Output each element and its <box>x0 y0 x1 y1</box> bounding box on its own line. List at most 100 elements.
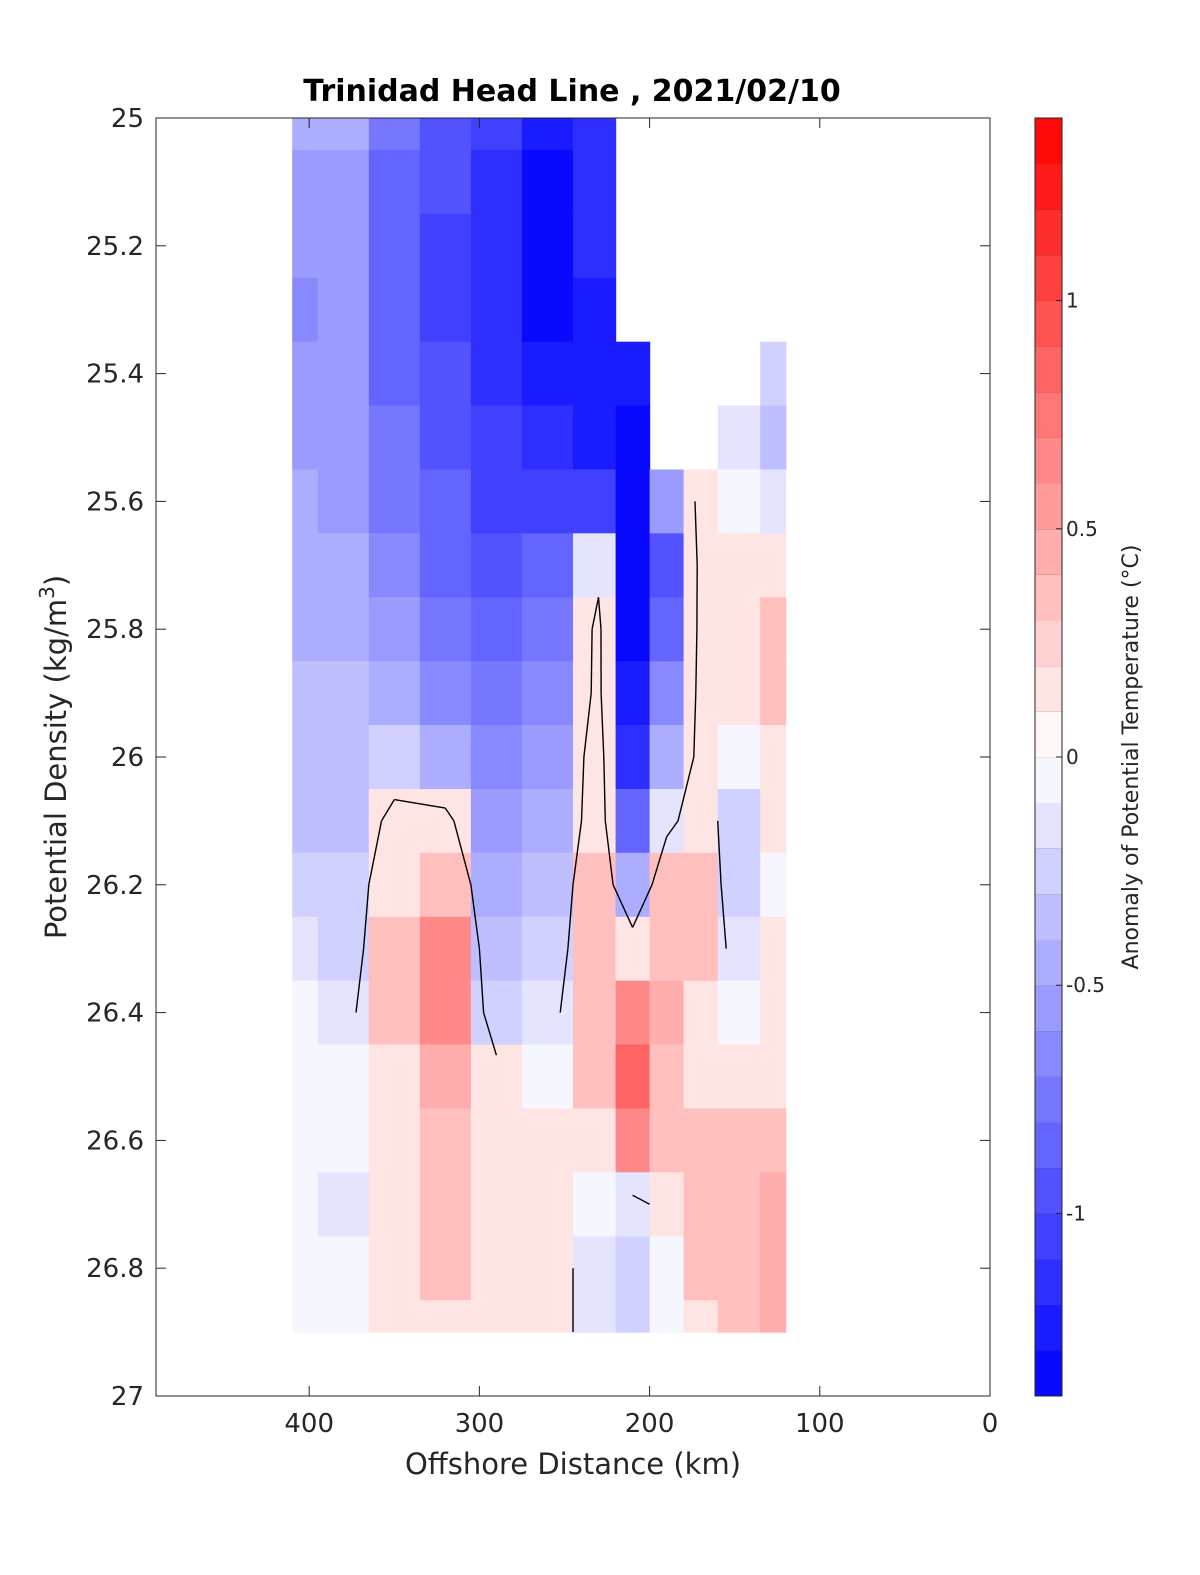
heatmap-cell <box>419 980 472 1046</box>
heatmap-cell <box>615 1044 651 1109</box>
x-tick-label: 100 <box>795 1409 845 1439</box>
heatmap-cell <box>470 661 523 726</box>
heatmap-cell <box>317 789 370 854</box>
x-tick-label: 400 <box>284 1409 334 1439</box>
heatmap-cell <box>683 533 719 598</box>
colorbar-block <box>1035 665 1062 712</box>
heatmap-cell <box>649 725 685 790</box>
heatmap-cell <box>573 1236 617 1301</box>
heatmap-cell <box>649 597 685 662</box>
heatmap-cell <box>368 725 421 790</box>
colorbar-block <box>1035 437 1062 484</box>
heatmap-cell <box>683 980 719 1046</box>
heatmap-cell <box>615 789 651 854</box>
heatmap-cell <box>615 916 651 982</box>
heatmap-cell <box>292 1172 319 1237</box>
heatmap-cell <box>368 1172 421 1237</box>
heatmap-cell <box>760 405 787 470</box>
heatmap-cell <box>649 1236 685 1301</box>
colorbar-block <box>1035 209 1062 256</box>
heatmap-cell <box>649 1300 685 1333</box>
contour-segment <box>394 798 446 809</box>
contour-segment <box>600 693 605 758</box>
heatmap-cell <box>470 405 523 470</box>
contour-segment <box>597 597 602 630</box>
heatmap-cell <box>317 916 370 982</box>
heatmap-cell <box>292 469 319 534</box>
heatmap-cell <box>470 725 523 790</box>
y-tick-label: 26.8 <box>86 1254 144 1284</box>
heatmap-cell <box>717 533 761 598</box>
y-tick-label: 26.2 <box>86 871 144 901</box>
heatmap-cell <box>368 213 421 279</box>
contour-segment <box>362 884 370 949</box>
colorbar-block <box>1035 848 1062 895</box>
heatmap-cell <box>573 405 617 470</box>
heatmap-cell <box>615 852 651 918</box>
y-axis-ticks: 25 25.2 25.4 25.6 25.8 26 26.2 26.4 26.6 26.8 27 <box>86 104 990 1412</box>
y-axis-title-superscript: 3 <box>35 586 59 599</box>
colorbar-block <box>1035 1076 1062 1123</box>
contour-segment <box>482 1012 498 1056</box>
contour-segment <box>693 693 697 758</box>
y-tick-label: 25.8 <box>86 615 144 645</box>
colorbar-block <box>1035 1350 1062 1397</box>
heatmap-cell <box>760 661 787 726</box>
colorbar-block <box>1035 1030 1062 1077</box>
colorbar-block <box>1035 346 1062 393</box>
contour-segment <box>720 884 727 949</box>
colorbar-block <box>1035 711 1062 758</box>
contour-segment <box>717 820 722 885</box>
heatmap-cell <box>521 469 574 534</box>
heatmap-cell <box>683 469 719 534</box>
heatmap-cell <box>760 1172 787 1237</box>
heatmap-cell <box>573 150 617 215</box>
heatmap-cell <box>368 533 421 598</box>
colorbar-block <box>1035 939 1062 986</box>
colorbar-block <box>1035 574 1062 621</box>
heatmap-cell <box>368 916 421 982</box>
heatmap-cell <box>521 1108 574 1173</box>
x-tick-label: 200 <box>625 1409 675 1439</box>
heatmap-cell <box>419 1044 472 1109</box>
heatmap-cell <box>615 1300 651 1333</box>
heatmap-cell <box>368 597 421 662</box>
heatmap-cell <box>470 789 523 854</box>
contour-segment <box>470 884 481 949</box>
heatmap-cell <box>615 597 651 662</box>
heatmap-cell <box>760 341 787 407</box>
heatmap-cell <box>573 341 617 407</box>
heatmap-cell <box>573 980 617 1046</box>
heatmap-cell <box>717 405 761 470</box>
heatmap-cell <box>419 277 472 343</box>
heatmap-cell <box>419 1236 472 1301</box>
heatmap-cell <box>521 1172 574 1237</box>
heatmap-cell <box>368 405 421 470</box>
heatmap-cell <box>760 1300 787 1333</box>
heatmap-cell <box>683 852 719 918</box>
heatmap-cell <box>317 1108 370 1173</box>
heatmap-cell <box>615 405 651 470</box>
y-tick-label: 25.6 <box>86 487 144 517</box>
colorbar-block <box>1035 1122 1062 1169</box>
colorbar-block <box>1035 1304 1062 1351</box>
heatmap-cell <box>683 661 719 726</box>
heatmap-cell <box>470 980 523 1046</box>
heatmap-cell <box>419 1300 472 1333</box>
heatmap-cell <box>615 341 651 407</box>
y-tick-label: 26.4 <box>86 999 144 1029</box>
colorbar-blocks <box>1035 117 1062 1397</box>
colorbar-tick-label: 1 <box>1066 289 1079 313</box>
colorbar-tick-label: 0.5 <box>1066 517 1098 541</box>
heatmap-cell <box>317 213 370 279</box>
y-axis-title-close: ) <box>39 575 73 586</box>
contour-segment <box>559 948 569 1013</box>
heatmap-cell <box>683 597 719 662</box>
colorbar-block <box>1035 1213 1062 1260</box>
heatmap-cell <box>419 725 472 790</box>
heatmap-cell <box>521 1044 574 1109</box>
heatmap-cell <box>521 852 574 918</box>
heatmap-cell <box>470 213 523 279</box>
contour-segment <box>651 836 668 886</box>
